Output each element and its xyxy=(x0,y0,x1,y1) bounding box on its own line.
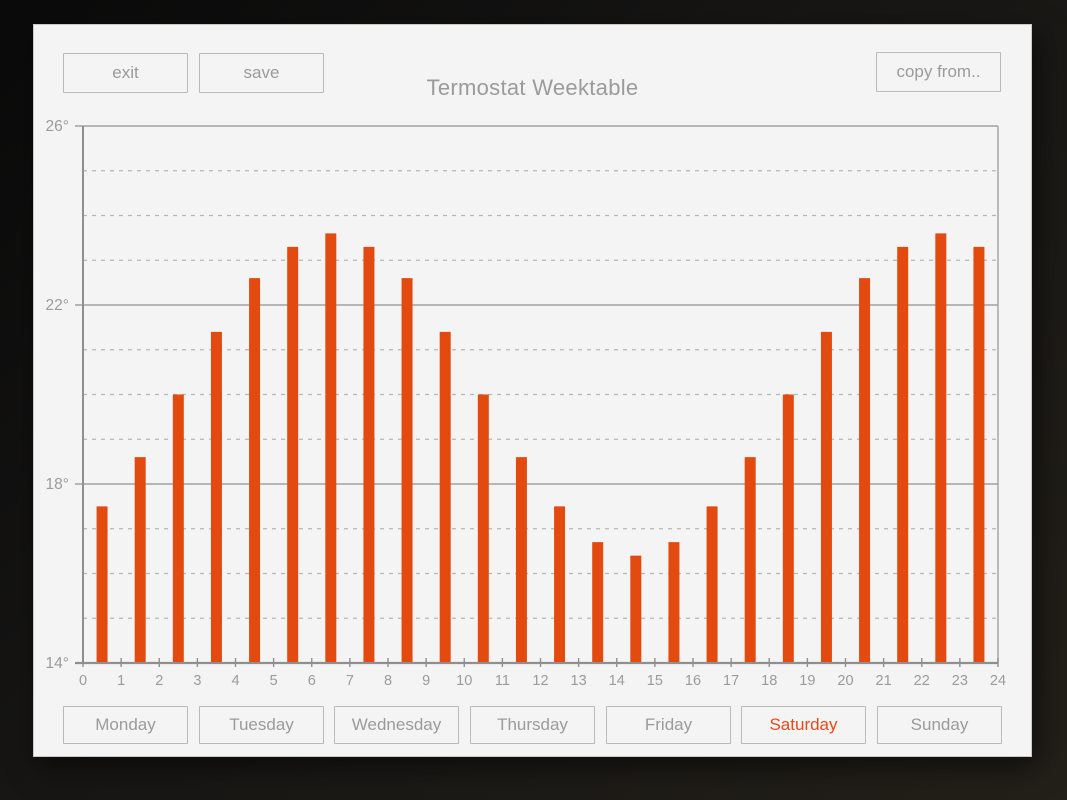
x-tick-label-17: 17 xyxy=(723,673,739,689)
x-tick-label-12: 12 xyxy=(532,673,548,689)
x-tick-label-4: 4 xyxy=(231,673,239,689)
day-tab-tuesday[interactable]: Tuesday xyxy=(199,706,324,744)
x-tick-label-15: 15 xyxy=(647,673,663,689)
x-tick-label-1: 1 xyxy=(117,673,125,689)
x-tick-label-19: 19 xyxy=(799,673,815,689)
copy-from-button[interactable]: copy from.. xyxy=(876,52,1001,92)
x-tick-label-5: 5 xyxy=(270,673,278,689)
temperature-bar-hour-8[interactable] xyxy=(401,278,413,662)
temperature-bar-hour-14[interactable] xyxy=(630,555,642,662)
thermostat-weektable-window: 0 1 2 3 4 5 6 7 8 9 10 11 12 13 14 15 16 17 18 19 20 21 22 23 24… xyxy=(33,24,1032,757)
x-tick-label-2: 2 xyxy=(155,673,163,689)
x-tick-label-14: 14 xyxy=(609,673,625,689)
exit-button[interactable]: exit xyxy=(63,53,188,93)
x-tick-label-0: 0 xyxy=(79,673,87,689)
x-tick-label-11: 11 xyxy=(495,673,510,689)
day-tab-thursday[interactable]: Thursday xyxy=(470,706,595,744)
x-tick-label-22: 22 xyxy=(914,673,930,689)
temperature-bar-hour-11[interactable] xyxy=(515,457,527,662)
temperature-bar-hour-18[interactable] xyxy=(782,394,794,663)
y-tick-label-14: 14° xyxy=(46,655,69,672)
x-tick-label-13: 13 xyxy=(571,673,587,689)
x-tick-label-3: 3 xyxy=(193,673,201,689)
temperature-bar-hour-12[interactable] xyxy=(554,506,566,662)
x-tick-label-20: 20 xyxy=(837,673,853,689)
temperature-bar-hour-9[interactable] xyxy=(439,331,451,662)
temperature-bar-hour-1[interactable] xyxy=(134,457,146,662)
temperature-bar-hour-23[interactable] xyxy=(973,246,985,662)
x-tick-label-10: 10 xyxy=(456,673,472,689)
x-tick-label-21: 21 xyxy=(876,673,892,689)
x-tick-label-24: 24 xyxy=(990,673,1006,689)
temperature-bar-hour-21[interactable] xyxy=(897,246,909,662)
day-tab-friday[interactable]: Friday xyxy=(606,706,731,744)
day-tab-sunday[interactable]: Sunday xyxy=(877,706,1002,744)
x-tick-label-8: 8 xyxy=(384,673,392,689)
temperature-bar-hour-5[interactable] xyxy=(287,246,299,662)
temperature-bar-hour-19[interactable] xyxy=(820,331,832,662)
x-tick-label-23: 23 xyxy=(952,673,968,689)
day-tab-monday[interactable]: Monday xyxy=(63,706,188,744)
save-button[interactable]: save xyxy=(199,53,324,93)
y-tick-label-18: 18° xyxy=(46,476,69,493)
temperature-bar-hour-2[interactable] xyxy=(172,394,184,663)
day-tab-wednesday[interactable]: Wednesday xyxy=(334,706,459,744)
temperature-bar-hour-13[interactable] xyxy=(592,542,604,662)
x-tick-label-6: 6 xyxy=(308,673,316,689)
temperature-bar-hour-10[interactable] xyxy=(477,394,489,663)
temperature-bar-hour-17[interactable] xyxy=(744,457,756,662)
temperature-bar-hour-7[interactable] xyxy=(363,246,375,662)
x-tick-label-18: 18 xyxy=(761,673,777,689)
temperature-bar-hour-16[interactable] xyxy=(706,506,718,662)
x-tick-label-9: 9 xyxy=(422,673,430,689)
temperature-bar-hour-6[interactable] xyxy=(325,233,337,662)
weektable-bar-chart[interactable]: 0 1 2 3 4 5 6 7 8 9 10 11 12 13 14 15 16 17 18 19 20 21 22 23 24… xyxy=(34,25,1033,758)
temperature-bar-hour-15[interactable] xyxy=(668,542,680,662)
x-tick-label-16: 16 xyxy=(685,673,701,689)
temperature-bar-hour-3[interactable] xyxy=(210,331,222,662)
temperature-bar-hour-20[interactable] xyxy=(859,278,871,662)
temperature-bar-hour-22[interactable] xyxy=(935,233,947,662)
y-tick-label-22: 22° xyxy=(46,297,69,314)
page-title: Termostat Weektable xyxy=(426,75,639,100)
y-tick-label-26: 26° xyxy=(46,118,69,135)
x-tick-label-7: 7 xyxy=(346,673,354,689)
temperature-bar-hour-4[interactable] xyxy=(249,278,261,662)
temperature-bar-hour-0[interactable] xyxy=(96,506,108,662)
day-tab-saturday[interactable]: Saturday xyxy=(741,706,866,744)
